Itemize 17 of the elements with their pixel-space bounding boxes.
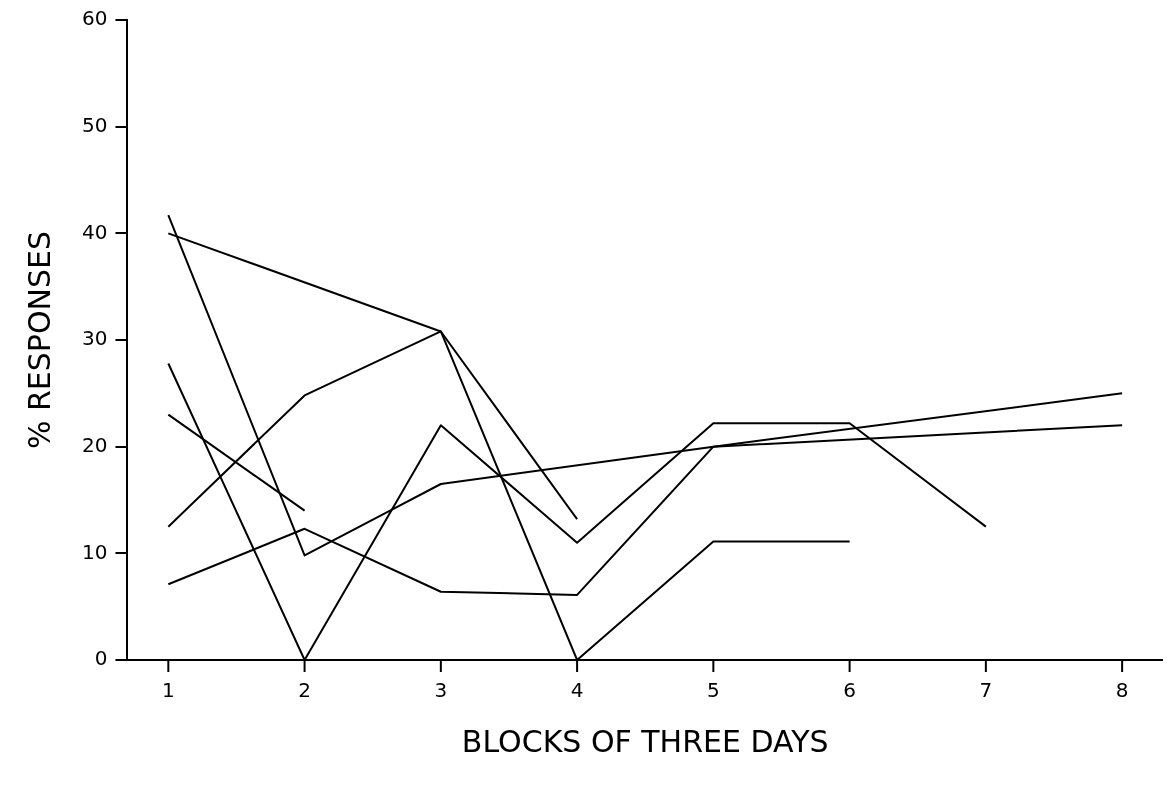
y-tick-label: 60 [82,6,108,31]
x-tick-label: 5 [706,678,720,703]
x-axis-title: BLOCKS OF THREE DAYS [461,723,829,759]
y-tick-label: 10 [82,539,108,564]
y-tick-label: 50 [82,112,108,137]
y-tick-label: 0 [94,646,108,671]
y-tick-label: 40 [82,219,108,244]
y-tick-label: 20 [82,432,108,457]
x-tick-label: 1 [161,678,175,703]
x-tick-label: 8 [1115,678,1129,703]
x-tick-label: 6 [843,678,856,703]
x-tick-label: 4 [570,678,584,703]
x-tick-label: 3 [434,678,448,703]
x-tick-label: 2 [298,678,311,703]
x-tick-label: 7 [979,678,993,703]
y-tick-label: 30 [82,326,108,351]
y-axis-title: % RESPONSES [21,230,57,450]
